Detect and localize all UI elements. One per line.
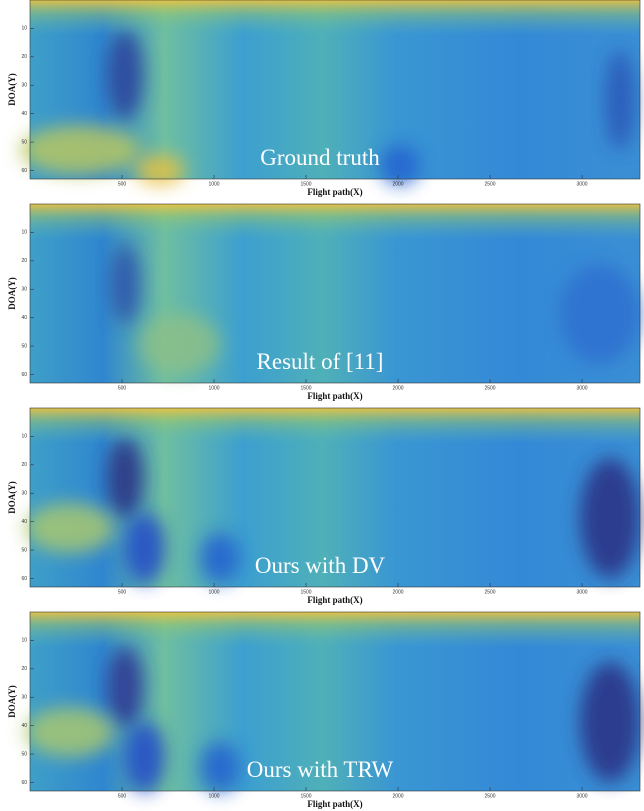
y-tick-label: 60 — [21, 780, 27, 786]
y-tick-label: 60 — [21, 576, 27, 582]
x-tick-label: 1000 — [208, 385, 219, 391]
x-tick-label: 500 — [118, 385, 127, 391]
x-tick-label: 1500 — [300, 181, 311, 187]
panel-title: Ours with TRW — [247, 757, 394, 782]
panel: 500 1000 1500 2000 2500 3000 10 20 30 40 50 60 Fligh… — [7, 203, 641, 401]
y-tick-label: 60 — [21, 372, 27, 378]
axes-frame — [29, 0, 641, 180]
axes-frame — [29, 203, 641, 384]
x-tick-label: 2500 — [484, 589, 495, 595]
x-tick-label: 1500 — [300, 793, 311, 799]
y-tick-label: 50 — [21, 139, 27, 145]
y-tick-label: 30 — [21, 695, 27, 701]
x-axis-label: Flight path(X) — [307, 799, 362, 809]
y-tick-label: 50 — [21, 751, 27, 757]
y-tick-label: 60 — [21, 168, 27, 174]
y-tick-label: 10 — [21, 434, 27, 440]
x-tick-label: 2000 — [392, 385, 403, 391]
y-tick-label: 40 — [21, 111, 27, 117]
x-tick-label: 2500 — [484, 385, 495, 391]
x-tick-label: 1500 — [300, 589, 311, 595]
y-tick-label: 50 — [21, 547, 27, 553]
x-tick-label: 2000 — [392, 793, 403, 799]
x-tick-label: 3000 — [576, 181, 587, 187]
x-tick-label: 500 — [118, 589, 127, 595]
x-tick-label: 3000 — [576, 793, 587, 799]
heatmap-top-band — [30, 0, 640, 179]
x-tick-label: 1000 — [208, 793, 219, 799]
x-tick-label: 2500 — [484, 181, 495, 187]
y-axis-label: DOA(Y) — [7, 685, 17, 718]
x-axis-label: Flight path(X) — [307, 391, 362, 401]
axes-frame — [29, 407, 641, 588]
panel: 500 1000 1500 2000 2500 3000 10 20 30 40 50 60 Fligh… — [7, 407, 641, 605]
y-tick-label: 40 — [21, 315, 27, 321]
panel-title: Result of [11] — [257, 349, 384, 374]
x-axis-label: Flight path(X) — [307, 595, 362, 605]
y-tick-label: 20 — [21, 258, 27, 264]
y-tick-label: 50 — [21, 343, 27, 349]
x-tick-label: 2000 — [392, 589, 403, 595]
y-tick-label: 30 — [21, 491, 27, 497]
heatmap-top-band — [30, 612, 640, 791]
y-axis-label: DOA(Y) — [7, 481, 17, 514]
heatmap-top-band — [30, 204, 640, 383]
y-tick-label: 10 — [21, 638, 27, 644]
x-tick-label: 500 — [118, 793, 127, 799]
x-tick-label: 1500 — [300, 385, 311, 391]
y-tick-label: 40 — [21, 519, 27, 525]
y-tick-label: 30 — [21, 83, 27, 89]
y-tick-label: 30 — [21, 287, 27, 293]
heatmap-top-band — [30, 408, 640, 587]
y-axis-label: DOA(Y) — [7, 73, 17, 106]
x-tick-label: 1000 — [208, 181, 219, 187]
y-tick-label: 10 — [21, 26, 27, 32]
x-tick-label: 3000 — [576, 385, 587, 391]
y-tick-label: 40 — [21, 723, 27, 729]
axes-frame — [29, 611, 641, 792]
x-axis-label: Flight path(X) — [307, 187, 362, 197]
y-tick-label: 20 — [21, 666, 27, 672]
x-tick-label: 3000 — [576, 589, 587, 595]
panel-title: Ours with DV — [255, 553, 386, 578]
y-tick-label: 10 — [21, 230, 27, 236]
x-tick-label: 2500 — [484, 793, 495, 799]
x-tick-label: 500 — [118, 181, 127, 187]
y-axis-label: DOA(Y) — [7, 277, 17, 310]
y-tick-label: 20 — [21, 54, 27, 60]
x-tick-label: 2000 — [392, 181, 403, 187]
y-tick-label: 20 — [21, 462, 27, 468]
panel: 500 1000 1500 2000 2500 3000 10 20 30 40 50 60 Fligh… — [7, 0, 641, 197]
x-tick-label: 1000 — [208, 589, 219, 595]
panel: 500 1000 1500 2000 2500 3000 10 20 30 40 50 60 Fligh… — [7, 611, 641, 809]
panel-title: Ground truth — [260, 145, 380, 170]
